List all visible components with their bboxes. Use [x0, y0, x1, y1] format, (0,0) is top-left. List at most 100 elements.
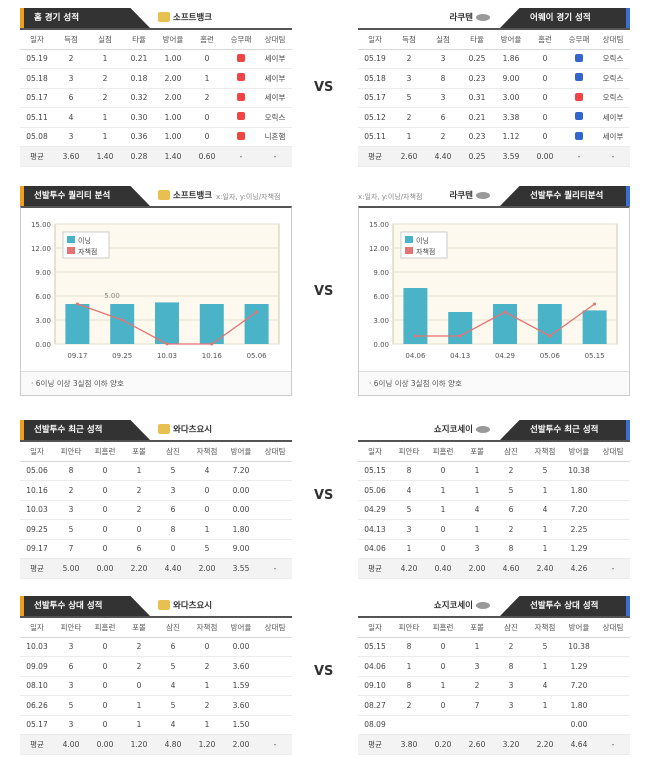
table-cell: 5	[156, 656, 190, 677]
bar	[582, 310, 607, 344]
x-tick-label: 09.25	[112, 352, 132, 360]
table-cell: 4.00	[54, 734, 88, 755]
table-cell: 3	[54, 637, 88, 657]
table-cell: 3	[460, 539, 494, 559]
column-header: 상대팀	[258, 29, 292, 50]
column-header: 자책점	[190, 441, 224, 462]
table-cell: 4.26	[562, 558, 596, 579]
average-row: 평균 4.20 0.40 2.00 4.60 2.40 4.26-	[358, 558, 630, 579]
table-cell: 05.18	[20, 68, 54, 89]
pitcher-recent-right: 쇼지코세이 선발투수 최근 성적 일자 피안타 피홈런 포볼 삼진 자책점 방어율 상대팀 05…	[358, 420, 630, 579]
table-cell: 9.00	[494, 68, 528, 89]
table-cell: 0	[528, 127, 562, 147]
table-cell: 4	[156, 715, 190, 735]
pitcher-vs-left: 선발투수 상대 성적 와다츠요시 일자 피안타 피홈런 포볼 삼진 자책점 방어율 상대팀 10…	[20, 596, 292, 755]
table-cell: 세이부	[258, 49, 292, 69]
y-tick-label: 6.00	[35, 293, 51, 301]
table-cell: 1	[122, 695, 156, 716]
table-cell: 1.50	[224, 715, 258, 735]
table-row: 05.06 4 1 1 5 1 1.80	[358, 480, 630, 501]
result-cell	[562, 127, 596, 147]
quality-chart: 0.00 3.00 6.00 9.00 12.00 15.00 09.17 09.25 10.0…	[20, 206, 292, 396]
table-cell: 1	[460, 637, 494, 657]
table-row: 04.13 3 0 1 2 1 2.25	[358, 519, 630, 540]
table-cell: 1.80	[562, 695, 596, 716]
stats-table: 일자 피안타 피홈런 포볼 삼진 자책점 방어율 상대팀 05.15 8 0 1 2 5 10.38 04.0…	[358, 616, 630, 755]
legend-swatch	[67, 247, 75, 254]
legend-label: 자책점	[416, 247, 435, 256]
table-cell	[258, 500, 292, 520]
table-cell: 8	[392, 637, 426, 657]
bar	[199, 304, 224, 344]
table-cell	[258, 519, 292, 540]
column-header: 피안타	[392, 441, 426, 462]
table-cell: 09.25	[20, 519, 54, 540]
table-cell	[596, 539, 630, 559]
table-cell: 0	[88, 500, 122, 520]
column-header: 피안타	[392, 617, 426, 638]
table-row: 05.08 3 1 0.36 1.00 0 니혼햄	[20, 127, 292, 147]
table-cell: 0.30	[122, 107, 156, 128]
column-header: 자책점	[528, 617, 562, 638]
table-cell	[596, 656, 630, 677]
table-row: 05.19 2 3 0.25 1.86 0 오릭스	[358, 49, 630, 69]
x-tick-label: 04.29	[495, 352, 515, 360]
table-cell: 9.00	[224, 539, 258, 559]
table-cell: 0.00	[224, 480, 258, 501]
pitcher-name: 쇼지코세이	[433, 601, 473, 611]
table-cell	[258, 461, 292, 481]
loss-icon	[575, 92, 583, 101]
table-cell: 1	[426, 676, 460, 696]
stats-table: 일자 득점 실점 타율 방어율 홈런 승무패 상대팀 05.19 2 3 0.25 1.86 0 오릭스 05…	[358, 28, 630, 167]
table-cell: 0	[528, 88, 562, 108]
column-header: 삼진	[156, 441, 190, 462]
table-cell: 0	[528, 49, 562, 69]
table-cell: 05.12	[358, 107, 392, 128]
legend-swatch	[405, 247, 413, 254]
table-cell: 오릭스	[596, 88, 630, 108]
table-cell: 평균	[358, 734, 392, 755]
table-cell: 1.80	[224, 519, 258, 540]
table-cell: 2	[122, 500, 156, 520]
table-cell: 2.00	[460, 558, 494, 579]
table-cell: 3	[54, 676, 88, 696]
table-cell: 09.17	[20, 539, 54, 559]
table-cell: 0.23	[460, 127, 494, 147]
quality-chart-svg: 0.00 3.00 6.00 9.00 12.00 15.00 09.17 09.25 10.0…	[31, 221, 280, 360]
column-header: 실점	[88, 29, 122, 50]
table-cell: 0	[88, 539, 122, 559]
average-row: 평균 5.00 0.00 2.20 4.40 2.00 3.55-	[20, 558, 292, 579]
win-icon	[575, 53, 583, 62]
stats-table: 일자 득점 실점 타율 방어율 홈런 승무패 상대팀 05.19 2 1 0.21 1.00 0 세이부 05…	[20, 28, 292, 167]
stats-table: 일자 피안타 피홈런 포볼 삼진 자책점 방어율 상대팀 05.06 8 0 1 5 4 7.20 10.16…	[20, 440, 292, 579]
table-cell: 2.20	[528, 734, 562, 755]
result-cell	[562, 88, 596, 108]
table-cell: 4.60	[494, 558, 528, 579]
table-cell: 7.20	[562, 500, 596, 520]
table-cell: 1	[392, 656, 426, 677]
table-cell: 08.10	[20, 676, 54, 696]
column-header: 피홈런	[88, 617, 122, 638]
table-cell: 8	[494, 656, 528, 677]
result-cell	[562, 49, 596, 69]
table-cell	[596, 461, 630, 481]
rakuten-logo-icon	[476, 601, 490, 609]
column-header: 득점	[54, 29, 88, 50]
softbank-logo-icon	[158, 190, 170, 200]
table-cell: 오릭스	[258, 107, 292, 128]
table-cell: 7	[54, 539, 88, 559]
table-cell: 5	[190, 539, 224, 559]
pitcher-name: 와다츠요시	[173, 425, 213, 435]
column-header: 포볼	[460, 441, 494, 462]
table-cell: 05.06	[358, 480, 392, 501]
x-tick-label: 05.06	[247, 352, 268, 360]
legend-label: 이닝	[416, 236, 429, 245]
quality-chart: 0.00 3.00 6.00 9.00 12.00 15.00 04.06 04.13 04.2…	[358, 206, 630, 396]
vs-label: VS	[314, 284, 334, 299]
table-cell: 10.03	[20, 500, 54, 520]
table-cell: 5	[54, 695, 88, 716]
table-cell: 1.40	[156, 146, 190, 167]
y-tick-label: 12.00	[369, 245, 389, 253]
table-row: 05.15 8 0 1 2 5 10.38	[358, 637, 630, 657]
table-cell: 0.25	[460, 146, 494, 167]
